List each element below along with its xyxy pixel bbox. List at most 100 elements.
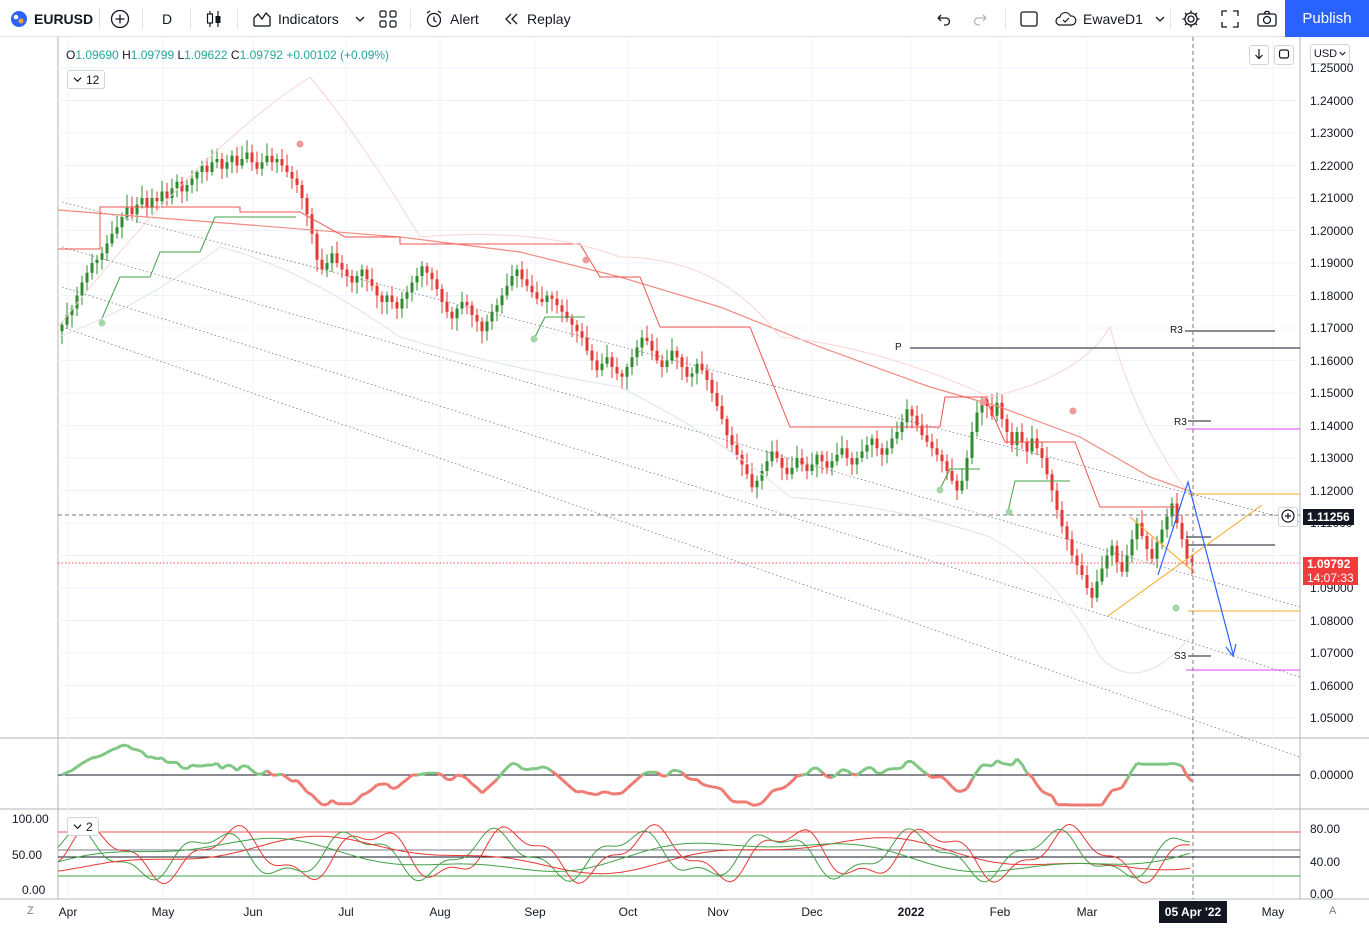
oscillator-segment: [331, 798, 338, 806]
indicators-button[interactable]: Indicators: [252, 0, 365, 37]
oscillator-segment: [676, 769, 683, 774]
candle: [560, 305, 564, 312]
currency-selector[interactable]: USD: [1310, 44, 1350, 64]
oscillator-segment: [716, 786, 723, 791]
oscillator-segment: [416, 772, 423, 777]
oscillator-segment: [526, 767, 533, 772]
candle: [840, 448, 844, 455]
templates-button[interactable]: [378, 0, 398, 37]
trailing-stop-green: [99, 216, 1070, 512]
chart-canvas[interactable]: [0, 37, 1369, 929]
candle: [280, 159, 284, 166]
replay-button[interactable]: Replay: [503, 0, 571, 37]
oscillator-segment: [395, 781, 404, 789]
candle: [945, 461, 949, 471]
toolbar-separator: [410, 8, 411, 29]
oscillator-segment: [1166, 761, 1173, 766]
candle: [515, 269, 519, 276]
oscillator-segment: [315, 799, 324, 806]
candle: [665, 360, 669, 367]
candle: [375, 285, 379, 296]
channel-line: [61, 326, 1301, 758]
trailing-stop-red: [58, 206, 1175, 508]
alert-button[interactable]: Alert: [424, 0, 479, 37]
scroll-down-button[interactable]: [1249, 45, 1269, 65]
candle: [370, 279, 374, 286]
timezone-button[interactable]: Z: [27, 905, 34, 917]
candles-icon: [204, 9, 224, 29]
auto-scale-button[interactable]: A: [1329, 905, 1337, 917]
candle: [1020, 432, 1024, 442]
oscillator-segment: [91, 755, 98, 760]
candle: [995, 402, 999, 416]
candle: [130, 207, 134, 215]
pivot-marker: [936, 486, 944, 494]
publish-button[interactable]: Publish: [1285, 0, 1369, 37]
candle: [1095, 581, 1099, 598]
toolbar-separator: [237, 8, 238, 29]
pane2-toggle[interactable]: 2: [67, 817, 99, 836]
oscillator-segment: [186, 763, 193, 770]
oscillator-segment: [111, 746, 118, 752]
undo-button[interactable]: [934, 0, 952, 37]
candle: [305, 198, 309, 215]
interval-button[interactable]: D: [162, 0, 172, 37]
screenshot-button[interactable]: [1256, 0, 1278, 37]
oscillator-segment: [300, 784, 309, 794]
oscillator-segment: [265, 769, 274, 777]
oscillator-segment: [756, 801, 763, 807]
undo-icon: [934, 10, 952, 28]
indicators-toggle[interactable]: 12: [67, 70, 106, 89]
oscillator-segment: [385, 782, 394, 790]
oscillator-segment: [495, 772, 504, 781]
time-axis-label: Nov: [707, 905, 729, 919]
oscillator-segment: [1041, 789, 1048, 796]
oscillator-segment: [725, 794, 734, 803]
oscillator-segment: [1185, 774, 1194, 783]
oscillator-segment: [106, 748, 113, 754]
fullscreen-button[interactable]: [1220, 0, 1240, 37]
oscillator-segment: [480, 787, 489, 795]
candle: [605, 357, 609, 364]
chevron-down-icon[interactable]: [355, 14, 365, 24]
candle: [180, 181, 184, 192]
stoch-axis-80: 80.00: [1310, 822, 1341, 836]
oscillator-segment: [370, 783, 379, 791]
oscillator-segment: [126, 744, 133, 751]
candle: [1025, 441, 1029, 452]
channel-line: [61, 286, 1301, 678]
settings-button[interactable]: [1181, 0, 1201, 37]
chart-area[interactable]: O1.09690 H1.09799 L1.09622 C1.09792 +0.0…: [0, 37, 1369, 929]
stoch-slow-line: [57, 837, 1191, 873]
time-axis-label: Oct: [618, 905, 638, 919]
oscillator-segment: [391, 786, 398, 790]
symbol-search[interactable]: EURUSD: [10, 0, 93, 37]
candle: [65, 315, 69, 325]
add-alert-button[interactable]: [1278, 507, 1298, 527]
price-axis-label: 1.05000: [1310, 711, 1354, 725]
chart-type-button[interactable]: [204, 0, 224, 37]
candle: [625, 367, 629, 377]
candle: [570, 318, 574, 325]
candle: [980, 399, 984, 413]
candle: [565, 311, 569, 319]
oscillator-segment: [581, 789, 588, 795]
candle: [160, 191, 164, 202]
candle: [785, 467, 789, 475]
candle: [1185, 539, 1189, 559]
fullscreen-square-button[interactable]: [1019, 0, 1039, 37]
compare-button[interactable]: [110, 0, 130, 37]
redo-button[interactable]: [972, 0, 990, 37]
maximize-pane-button[interactable]: [1274, 45, 1294, 65]
stoch-slow-line: [57, 835, 1191, 875]
candle: [120, 217, 124, 228]
candle: [745, 464, 749, 475]
layout-button[interactable]: EwaveD1: [1055, 0, 1165, 37]
moving-average-line: [57, 209, 1193, 493]
candle: [1180, 523, 1184, 540]
time-axis-label: Sep: [524, 905, 546, 919]
candle: [990, 406, 994, 416]
chevron-down-icon[interactable]: [1155, 14, 1165, 24]
candle: [195, 172, 199, 179]
oscillator-segment: [101, 751, 108, 757]
